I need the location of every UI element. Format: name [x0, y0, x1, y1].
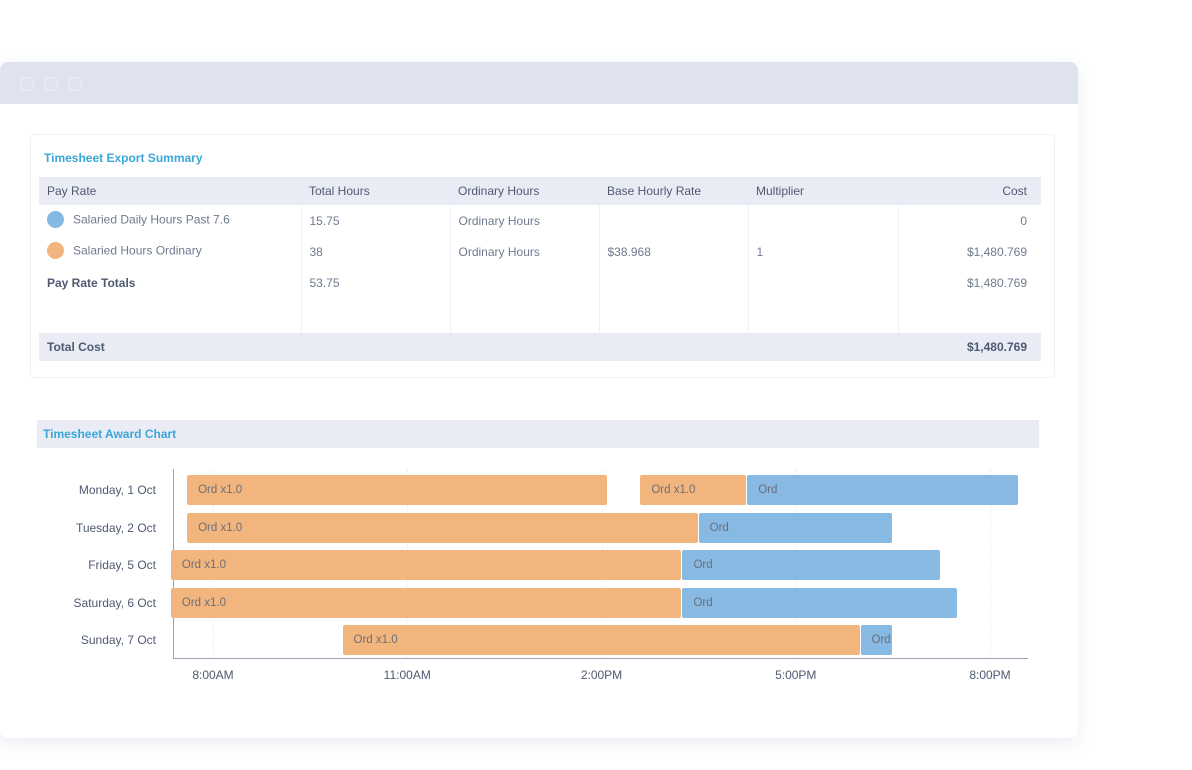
cost-cell: $1,480.769 [966, 244, 1027, 259]
pay-rate-cell: Salaried Daily Hours Past 7.6 [39, 205, 302, 236]
empty-cell [450, 267, 600, 298]
x-tick-label: 2:00PM [580, 668, 623, 682]
total-cost-row: Total Cost $1,480.769 [39, 333, 1041, 361]
day-row-label: Monday, 1 Oct [78, 483, 156, 497]
pay-rate-totals-label: Pay Rate Totals [39, 267, 302, 298]
header-multiplier: Multiplier [748, 177, 898, 205]
header-pay-rate: Pay Rate [39, 177, 301, 205]
award-chart-header: Timesheet Award Chart [37, 420, 1039, 448]
x-tick-label: 11:00AM [383, 668, 431, 682]
header-ordinary-hours: Ordinary Hours [450, 177, 599, 205]
day-row-label: Saturday, 6 Oct [73, 595, 156, 610]
header-total-hours: Total Hours [301, 177, 450, 205]
spacer-row [39, 298, 1041, 333]
summary-table: Pay Rate Total Hours Ordinary Hours Base… [39, 177, 1041, 361]
window-maximize-dot[interactable] [68, 77, 82, 91]
day-row-label: Sunday, 7 Oct [80, 633, 156, 647]
table-row: Salaried Hours Ordinary 38 Ordinary Hour… [39, 236, 1041, 267]
x-tick-label: 8:00PM [969, 668, 1011, 682]
ordinary-shift-bar[interactable]: Ord x1.0 [187, 512, 698, 543]
overtime-shift-bar[interactable]: Ord [682, 587, 957, 618]
ordinary-shift-bar[interactable]: Ord x1.0 [187, 475, 607, 505]
total-cost-value: $1,480.769 [898, 333, 1041, 361]
summary-header-row: Pay Rate Total Hours Ordinary Hours Base… [39, 177, 1041, 205]
overtime-shift-bar[interactable]: Ord [747, 475, 1019, 505]
x-tick-label: 8:00AM [192, 668, 234, 682]
blue-circle-icon [47, 211, 64, 228]
total-cost-label: Total Cost [39, 333, 898, 361]
ordinary-hours-cell: Ordinary Hours [450, 236, 600, 267]
pay-rate-label: Salaried Hours Ordinary [73, 243, 202, 258]
header-base-hourly-rate: Base Hourly Rate [599, 177, 748, 205]
ordinary-shift-bar[interactable]: Ord x1.0 [170, 587, 682, 618]
ordinary-shift-bar[interactable]: Ord x1.0 [342, 625, 860, 655]
ordinary-hours-cell: Ordinary Hours [450, 205, 600, 236]
total-hours-cell: 15.75 [301, 205, 451, 236]
summary-title: Timesheet Export Summary [44, 151, 203, 165]
empty-cell [748, 267, 899, 298]
pay-rate-label: Salaried Daily Hours Past 7.6 [73, 212, 230, 227]
window-minimize-dot[interactable] [44, 77, 58, 91]
multiplier-cell: 1 [748, 236, 899, 267]
window-close-dot[interactable] [20, 77, 34, 91]
overtime-shift-bar[interactable]: Ord [698, 512, 892, 543]
header-cost: Cost [898, 177, 1041, 205]
table-row: Salaried Daily Hours Past 7.6 15.75 Ordi… [39, 205, 1041, 236]
overtime-shift-bar[interactable]: Ord [682, 550, 941, 580]
base-rate-cell: $38.968 [599, 236, 749, 267]
day-row-label: Friday, 5 Oct [88, 558, 156, 572]
ordinary-shift-bar[interactable]: Ord x1.0 [640, 475, 747, 505]
total-hours-cell: 38 [301, 236, 451, 267]
app-window: Timesheet Export Summary Pay Rate Total … [0, 62, 1078, 738]
totals-hours-cell: 53.75 [301, 267, 451, 298]
timesheet-export-summary-card: Timesheet Export Summary Pay Rate Total … [30, 134, 1055, 378]
award-chart: 8:00AM 11:00AM 2:00PM 5:00PM 8:00PM Monday, 1… [0, 62, 1078, 738]
base-rate-cell [599, 205, 749, 236]
pay-rate-cell: Salaried Hours Ordinary [39, 236, 302, 267]
pay-rate-totals-row: Pay Rate Totals 53.75 $1,480.769 [39, 267, 1041, 298]
day-row-label: Tuesday, 2 Oct [75, 520, 156, 535]
multiplier-cell [748, 205, 899, 236]
window-titlebar [0, 62, 1078, 104]
cost-cell: 0 [1020, 213, 1027, 228]
x-axis-line [173, 658, 1028, 659]
empty-cell [599, 267, 749, 298]
orange-circle-icon [47, 242, 64, 259]
ordinary-shift-bar[interactable]: Ord x1.0 [170, 550, 682, 580]
totals-cost-cell: $1,480.769 [966, 275, 1027, 290]
gridline [990, 469, 991, 658]
award-chart-title: Timesheet Award Chart [43, 427, 177, 441]
x-tick-label: 5:00PM [775, 668, 817, 682]
overtime-shift-bar[interactable]: Ord [860, 625, 892, 655]
